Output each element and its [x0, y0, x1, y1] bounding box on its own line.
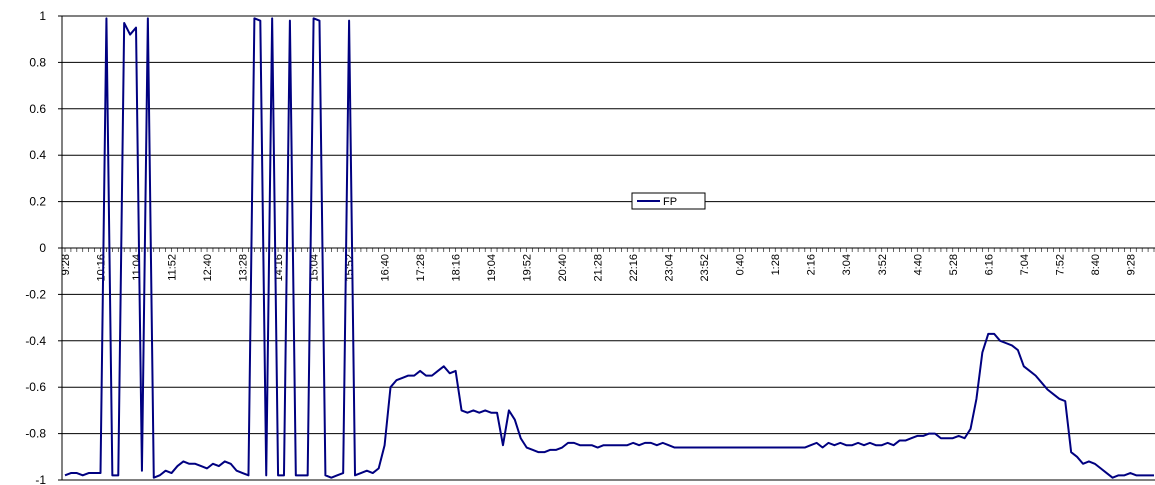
x-tick-label: 19:52: [522, 254, 534, 282]
y-tick-label: 0.2: [29, 195, 46, 209]
x-tick-label: 19:04: [486, 254, 498, 282]
line: [64, 17, 1154, 479]
y-tick-label: 0.8: [29, 55, 46, 69]
x-tick-label: 0:40: [735, 254, 747, 275]
y-tick-label: 0.4: [29, 148, 46, 162]
y-tick-label: -0.8: [25, 427, 46, 441]
x-tick-label: 23:52: [699, 254, 711, 282]
x-tick-label: 11:52: [167, 254, 179, 281]
y-tick-label: -1: [35, 473, 46, 485]
x-tick-label: 12:40: [202, 254, 214, 282]
y-tick-label: 1: [39, 9, 46, 23]
x-tick-label: 9:28: [60, 254, 72, 275]
x-tick-label: 22:16: [628, 254, 640, 282]
x-tick-label: 4:40: [912, 254, 924, 275]
y-tick-label: -0.2: [25, 287, 46, 301]
x-tick-label: 20:40: [557, 254, 569, 282]
x-tick-label: 13:28: [238, 254, 250, 282]
y-tick-label: 0.6: [29, 102, 46, 116]
x-tick-label: 23:04: [664, 254, 676, 282]
x-tick-label: 3:04: [841, 254, 853, 275]
x-tick-label: 7:52: [1054, 254, 1066, 275]
x-tick-label: 7:04: [1019, 254, 1031, 275]
x-tick-label: 3:52: [877, 254, 889, 275]
x-tick-label: 16:40: [380, 254, 392, 282]
x-tick-label: 11:04: [131, 254, 143, 281]
x-tick-label: 2:16: [806, 254, 818, 275]
x-tick-label: 1:28: [770, 254, 782, 275]
x-tick-label: 6:16: [983, 254, 995, 275]
x-tick-label: 8:40: [1090, 254, 1102, 275]
y-tick-label: -0.4: [25, 334, 46, 348]
x-tick-label: 10:16: [96, 254, 108, 282]
legend-box: [631, 192, 706, 210]
y-tick-label: 0: [39, 241, 46, 255]
legend-label: FP: [663, 196, 677, 208]
x-tick-label: 9:28: [1125, 254, 1137, 275]
x-tick-label: 5:28: [948, 254, 960, 275]
y-tick-label: -0.6: [25, 380, 46, 394]
x-tick-label: 15:04: [309, 254, 321, 282]
x-tick-label: 21:28: [593, 254, 605, 282]
x-tick-label: 17:28: [415, 254, 427, 282]
x-tick-label: 18:16: [451, 254, 463, 282]
